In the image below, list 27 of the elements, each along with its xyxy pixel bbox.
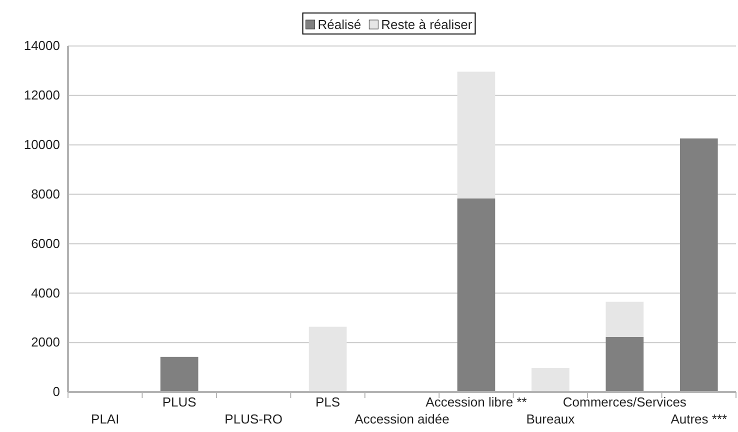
x-tick-label: Accession libre ** [426, 394, 527, 410]
x-tick-label: PLUS [162, 394, 197, 410]
x-tick-label: Commerces/Services [562, 394, 687, 410]
y-tick-label: 0 [52, 384, 60, 400]
y-tick-label: 12000 [24, 88, 60, 103]
bar [457, 198, 496, 392]
bar [606, 302, 644, 337]
y-tick-label: 2000 [31, 334, 60, 350]
bar [532, 368, 570, 392]
y-tick-label: 6000 [31, 236, 60, 251]
bar [680, 138, 718, 392]
x-tick-label: PLUS-RO [224, 412, 282, 427]
legend-label: Réalisé [318, 17, 362, 32]
x-tick-label: PLAI [91, 412, 120, 427]
x-tick-label: Accession aidée [354, 412, 450, 427]
y-tick-label: 10000 [24, 137, 60, 152]
legend-label: Reste à réaliser [381, 17, 473, 32]
bar [457, 72, 496, 198]
bar [308, 326, 347, 392]
bar [606, 336, 644, 392]
x-tick-label: Bureaux [526, 412, 576, 427]
y-tick-label: 4000 [31, 285, 60, 300]
y-tick-label: 8000 [31, 186, 60, 202]
bar [160, 356, 198, 392]
x-tick-label: PLS [315, 394, 340, 410]
y-tick-label: 14000 [24, 38, 60, 54]
x-tick-label: Autres *** [670, 412, 728, 427]
